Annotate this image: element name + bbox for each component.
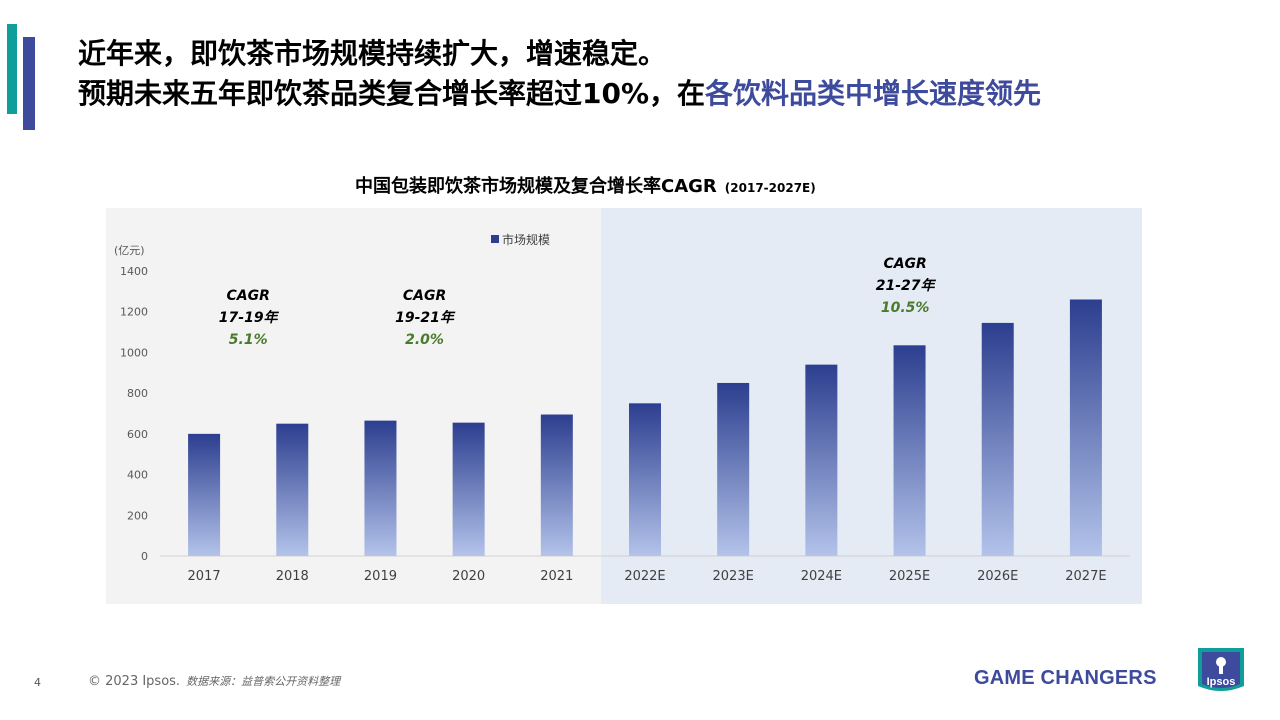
x-tick-label: 2027E <box>1065 569 1106 584</box>
accent-bar-navy <box>23 37 35 130</box>
logo-text: Ipsos <box>1207 676 1236 688</box>
page-headline: 近年来，即饮茶市场规模持续扩大，增速稳定。 预期未来五年即饮茶品类复合增长率超过… <box>78 34 1041 114</box>
y-tick-label: 1200 <box>120 306 148 319</box>
accent-bar-teal <box>7 24 17 114</box>
legend-swatch <box>491 235 499 243</box>
bar-2018 <box>276 423 309 556</box>
x-tick-label: 2023E <box>713 569 754 584</box>
chart-title: 中国包装即饮茶市场规模及复合增长率CAGR (2017-2027E) <box>355 172 816 198</box>
cagr-annotation: CAGR 17-19年 5.1% <box>219 288 280 348</box>
x-tick-label: 2024E <box>801 569 842 584</box>
headline-highlight: 各饮料品类中增长速度领先 <box>705 77 1042 110</box>
x-tick-label: 2021 <box>540 569 573 584</box>
y-tick-label: 1000 <box>120 346 148 359</box>
cagr-annotation: CAGR 21-27年 10.5% <box>876 256 937 316</box>
cagr-period: 17-19年 <box>219 309 280 326</box>
y-tick-label: 1400 <box>120 265 148 278</box>
bar-2017 <box>188 433 221 556</box>
bar-2021 <box>540 414 573 556</box>
bar-2023E <box>717 382 750 556</box>
legend-label: 市场规模 <box>502 232 550 247</box>
cagr-value: 10.5% <box>881 300 930 316</box>
cagr-label: CAGR <box>226 288 269 304</box>
forecast-background <box>600 208 1142 604</box>
bar-2019 <box>364 420 397 556</box>
x-tick-label: 2019 <box>364 569 397 584</box>
bar-2026E <box>981 322 1014 556</box>
cagr-value: 5.1% <box>229 332 268 348</box>
footer-copyright: © 2023 Ipsos. 数据来源：益普索公开资料整理 <box>88 673 340 689</box>
chart-subtitle: (2017-2027E) <box>724 181 816 195</box>
y-axis-unit: (亿元) <box>114 244 145 257</box>
headline-line-1: 近年来，即饮茶市场规模持续扩大，增速稳定。 <box>78 37 667 70</box>
chart-title-text: 中国包装即饮茶市场规模及复合增长率CAGR <box>355 176 717 197</box>
x-tick-label: 2022E <box>624 569 665 584</box>
bar-2027E <box>1069 299 1102 556</box>
y-tick-label: 200 <box>127 509 148 522</box>
data-source: 数据来源：益普索公开资料整理 <box>186 675 341 688</box>
x-tick-label: 2017 <box>188 569 221 584</box>
y-tick-label: 800 <box>127 387 148 400</box>
copyright-text: © 2023 Ipsos. <box>88 674 181 689</box>
x-tick-label: 2026E <box>977 569 1018 584</box>
historical-background <box>106 208 601 604</box>
y-tick-label: 0 <box>141 550 148 563</box>
cagr-period: 19-21年 <box>395 309 456 326</box>
bar-2024E <box>805 364 838 556</box>
x-tick-label: 2020 <box>452 569 485 584</box>
market-size-bar-chart: 0 200 400 600 800 1000 1200 1400 2017 2018 2019 202… <box>106 208 1142 604</box>
x-tick-label: 2018 <box>276 569 309 584</box>
bar-2022E <box>629 403 661 556</box>
bar-2025E <box>893 345 926 556</box>
headline-line-2-prefix: 预期未来五年即饮茶品类复合增长率超过10%，在 <box>78 77 706 110</box>
y-tick-label: 600 <box>127 428 148 441</box>
headline-line-2: 预期未来五年即饮茶品类复合增长率超过10%，在各饮料品类中增长速度领先 <box>78 77 1041 110</box>
cagr-label: CAGR <box>403 288 446 304</box>
x-tick-label: 2025E <box>889 569 930 584</box>
bar-2020 <box>452 422 485 556</box>
cagr-value: 2.0% <box>405 332 444 348</box>
page-number: 4 <box>34 676 41 689</box>
cagr-label: CAGR <box>883 256 926 272</box>
tagline: GAME CHANGERS <box>974 667 1157 689</box>
cagr-annotation: CAGR 19-21年 2.0% <box>395 288 456 348</box>
cagr-period: 21-27年 <box>876 277 937 294</box>
y-tick-label: 400 <box>127 469 148 482</box>
ipsos-logo-icon: Ipsos <box>1198 648 1244 691</box>
